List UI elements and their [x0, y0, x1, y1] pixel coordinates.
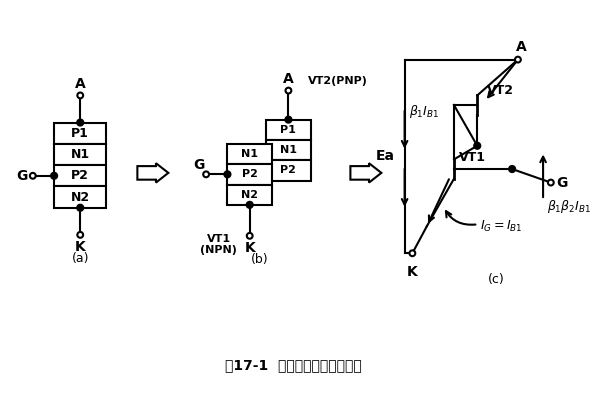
- Text: (c): (c): [488, 273, 505, 286]
- Circle shape: [409, 250, 415, 256]
- Text: A: A: [517, 40, 527, 54]
- Text: G: G: [193, 158, 204, 172]
- Text: N1: N1: [241, 149, 258, 159]
- Circle shape: [77, 232, 83, 238]
- Bar: [266, 160, 311, 181]
- Text: VT2(PNP): VT2(PNP): [308, 76, 368, 86]
- Text: P2: P2: [71, 169, 89, 182]
- Bar: [54, 144, 106, 165]
- Text: (b): (b): [251, 253, 268, 266]
- Text: $I_G=I_{B1}$: $I_G=I_{B1}$: [480, 218, 523, 234]
- Circle shape: [77, 92, 83, 98]
- Circle shape: [51, 172, 58, 179]
- Circle shape: [77, 204, 83, 211]
- Text: G: G: [557, 176, 568, 190]
- Polygon shape: [350, 163, 382, 182]
- Bar: [54, 165, 106, 186]
- Text: K: K: [75, 240, 86, 254]
- Bar: [54, 122, 106, 144]
- Text: K: K: [244, 241, 255, 255]
- Bar: [227, 184, 272, 205]
- Text: A: A: [283, 72, 294, 86]
- Circle shape: [509, 166, 515, 172]
- Text: N1: N1: [280, 145, 297, 155]
- Bar: [227, 144, 272, 164]
- Circle shape: [286, 88, 292, 94]
- Circle shape: [30, 173, 35, 179]
- Text: N2: N2: [71, 190, 90, 204]
- Text: P1: P1: [280, 125, 296, 135]
- Circle shape: [224, 171, 231, 178]
- Circle shape: [285, 116, 292, 123]
- Text: $\beta_1\beta_2 I_{B1}$: $\beta_1\beta_2 I_{B1}$: [547, 198, 591, 215]
- Polygon shape: [137, 163, 169, 182]
- Circle shape: [77, 119, 83, 126]
- Circle shape: [247, 233, 253, 239]
- Text: 图17-1  单向晶闸管结构原理图: 图17-1 单向晶闸管结构原理图: [225, 358, 362, 372]
- Text: P2: P2: [280, 166, 296, 176]
- Circle shape: [247, 202, 253, 208]
- Bar: [227, 164, 272, 184]
- Text: (a): (a): [71, 252, 89, 265]
- Bar: [266, 120, 311, 140]
- Text: Ea: Ea: [376, 150, 395, 164]
- Text: N2: N2: [241, 190, 258, 200]
- Text: $\beta_1 I_{B1}$: $\beta_1 I_{B1}$: [409, 103, 440, 120]
- Circle shape: [474, 142, 481, 149]
- Bar: [266, 140, 311, 160]
- Text: P1: P1: [71, 127, 89, 140]
- Circle shape: [203, 172, 209, 177]
- Text: VT1: VT1: [459, 151, 486, 164]
- Text: A: A: [75, 76, 86, 90]
- Circle shape: [548, 180, 554, 186]
- Bar: [54, 186, 106, 208]
- Text: N1: N1: [71, 148, 90, 161]
- Text: P2: P2: [242, 169, 257, 179]
- Text: K: K: [407, 265, 418, 279]
- Circle shape: [515, 57, 521, 62]
- Text: VT2: VT2: [487, 84, 514, 97]
- Text: VT1
(NPN): VT1 (NPN): [200, 234, 237, 256]
- Text: G: G: [17, 169, 28, 183]
